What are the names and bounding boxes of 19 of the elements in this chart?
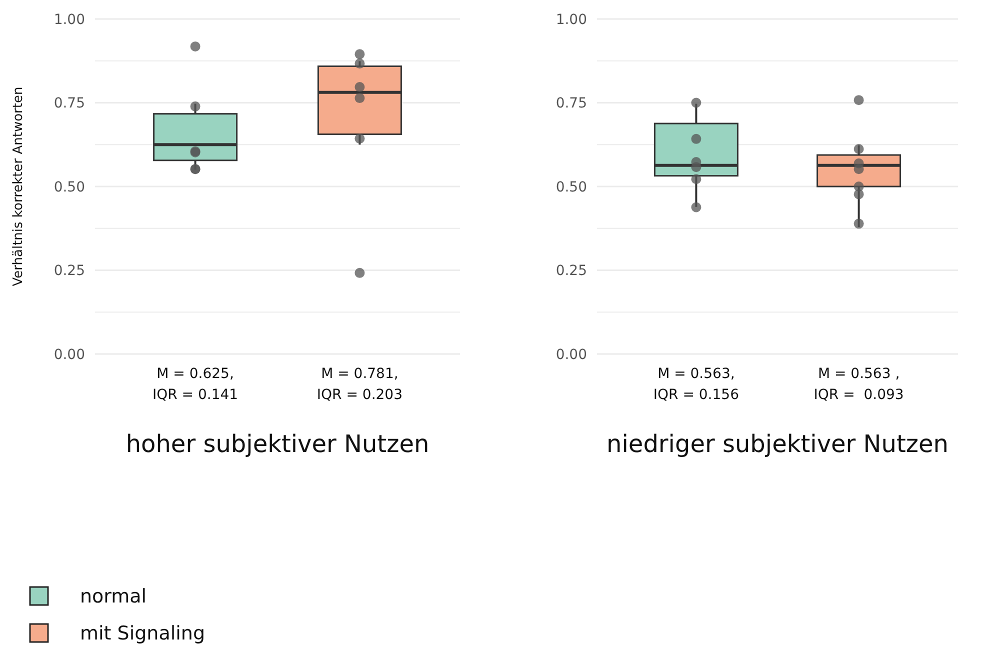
legend-label: mit Signaling <box>80 622 206 645</box>
y-tick-label: 0.50 <box>54 179 85 196</box>
y-tick-label: 0.00 <box>54 346 85 363</box>
y-tick-label: 0.75 <box>556 96 587 112</box>
y-tick-label: 0.00 <box>556 346 587 363</box>
x-axis-title: niedriger subjektiver Nutzen <box>606 430 948 458</box>
y-tick-label: 1.00 <box>556 12 587 28</box>
y-tick-label: 1.00 <box>54 12 85 28</box>
y-tick-label: 0.50 <box>556 179 587 196</box>
x-tick-label: M = 0.563 , IQR = 0.093 <box>814 366 904 403</box>
x-tick-label: M = 0.625, IQR = 0.141 <box>152 366 238 403</box>
legend-label: normal <box>80 586 147 608</box>
y-tick-label: 0.75 <box>54 96 85 112</box>
y-tick-label: 0.25 <box>556 263 587 280</box>
y-tick-label: 0.25 <box>54 263 85 280</box>
x-tick-label: M = 0.563, IQR = 0.156 <box>653 366 740 403</box>
y-axis-title: Verhältnis korrekter Antworten <box>11 86 26 286</box>
x-axis-title: hoher subjektiver Nutzen <box>126 430 430 458</box>
x-tick-label: M = 0.781, IQR = 0.203 <box>316 366 403 403</box>
